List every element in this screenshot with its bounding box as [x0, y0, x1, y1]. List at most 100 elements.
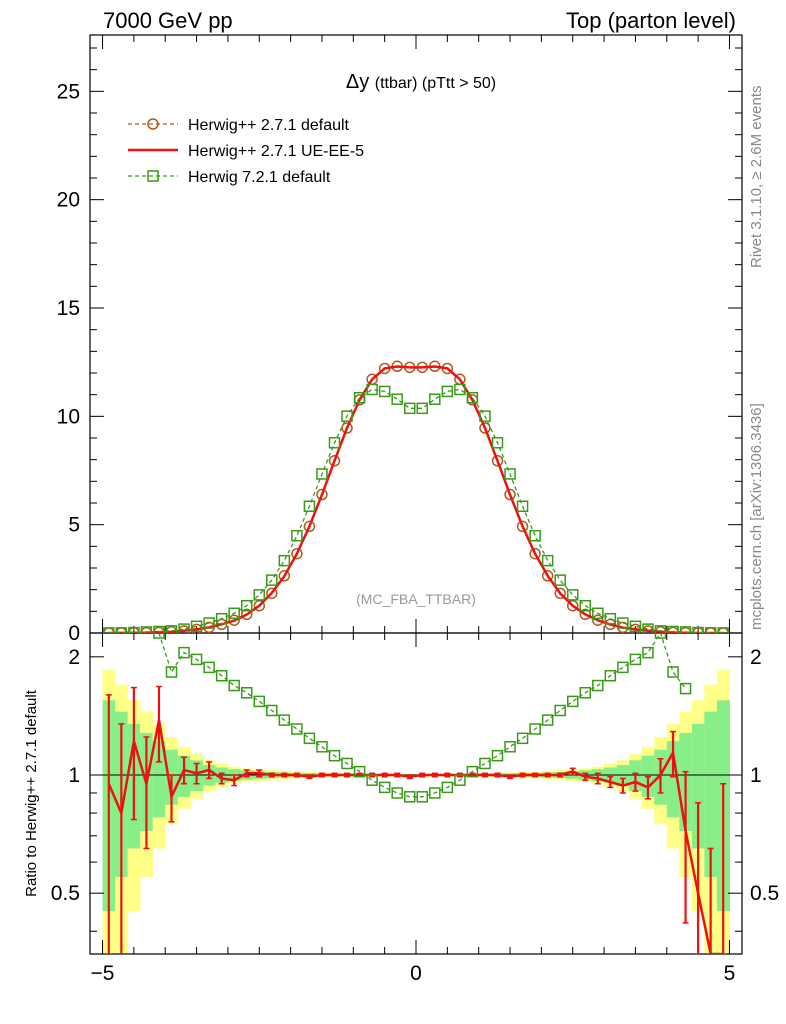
- data-point: [291, 547, 303, 560]
- x-tick-label: 0: [410, 962, 422, 985]
- data-point: [629, 620, 642, 633]
- data-point: [466, 765, 479, 778]
- y-tick-label: 10: [57, 405, 80, 428]
- data-point: [253, 599, 266, 612]
- data-point: [153, 625, 165, 633]
- y-tick-label: 20: [57, 189, 80, 212]
- ratio-series-2: [105, 685, 727, 954]
- y-tick-label: 15: [57, 297, 80, 320]
- data-point: [541, 554, 554, 567]
- data-point: [316, 468, 328, 480]
- data-point: [504, 468, 516, 480]
- data-point: [454, 774, 466, 786]
- data-point: [253, 695, 266, 708]
- data-point: [529, 529, 541, 542]
- data-point: [203, 617, 215, 629]
- ratio-bands: [102, 670, 730, 954]
- data-point: [303, 500, 316, 512]
- data-point: [541, 714, 554, 726]
- data-point: [328, 437, 341, 449]
- data-point: [554, 574, 566, 586]
- data-point: [529, 723, 541, 735]
- data-point: [128, 626, 140, 633]
- data-point: [316, 488, 328, 501]
- data-point: [416, 402, 429, 415]
- data-point: [165, 666, 178, 678]
- data-point: [165, 625, 178, 633]
- ratio-tick-label-left: 1: [68, 764, 80, 787]
- data-point: [579, 608, 592, 621]
- data-point: [679, 682, 692, 695]
- data-point: [541, 570, 554, 582]
- ratio-tick-label-right: 2: [750, 646, 762, 669]
- data-point: [228, 607, 240, 620]
- data-point: [704, 627, 717, 633]
- data-point: [441, 781, 454, 794]
- y-tick-label: 0: [68, 622, 80, 645]
- title-sub: (ttbar) (pTtt > 50): [375, 75, 496, 92]
- header-left: 7000 GeV pp: [103, 8, 233, 33]
- legend: Herwig++ 2.7.1 default Herwig++ 2.7.1 UE-…: [128, 117, 364, 186]
- ratio-line: [158, 633, 687, 798]
- data-point: [266, 704, 278, 717]
- data-point: [617, 617, 629, 629]
- data-point: [491, 437, 504, 449]
- data-point: [642, 646, 654, 659]
- data-point: [153, 633, 165, 639]
- data-point: [441, 385, 454, 398]
- data-point: [579, 687, 592, 699]
- data-point: [215, 669, 228, 682]
- data-point: [403, 791, 416, 803]
- data-point: [366, 774, 378, 786]
- data-point: [341, 410, 353, 422]
- data-point: [403, 402, 416, 415]
- ratio-tick-label-left: 0.5: [51, 882, 80, 905]
- data-point: [253, 589, 266, 601]
- data-point: [178, 646, 190, 659]
- data-point: [190, 620, 203, 633]
- data-point: [140, 626, 153, 633]
- ratio-tick-label-left: 2: [68, 646, 80, 669]
- data-point: [353, 765, 366, 778]
- data-point: [642, 623, 654, 633]
- data-point: [316, 741, 328, 753]
- data-point: [147, 170, 159, 182]
- data-point: [328, 749, 341, 762]
- data-point: [491, 749, 504, 762]
- data-point: [341, 757, 353, 770]
- data-point: [228, 679, 240, 692]
- band-inner-bin: [691, 723, 705, 849]
- data-point: [291, 723, 303, 735]
- data-point: [115, 627, 128, 633]
- data-point: [504, 488, 516, 501]
- data-point: [353, 391, 366, 404]
- watermark: (MC_FBA_TTBAR): [356, 591, 476, 607]
- ratio-series-3: [153, 633, 692, 803]
- data-point: [391, 393, 403, 405]
- data-point: [240, 687, 253, 699]
- title-main: Δy: [346, 71, 375, 93]
- data-point: [240, 608, 253, 621]
- data-point: [190, 653, 203, 666]
- legend-label: Herwig 7.2.1 default: [188, 169, 331, 186]
- data-point: [504, 741, 516, 753]
- legend-label: Herwig++ 2.7.1 default: [188, 117, 350, 134]
- data-point: [266, 587, 278, 600]
- y-tick-label: 5: [68, 514, 80, 537]
- data-point: [291, 529, 303, 542]
- data-point: [529, 547, 541, 560]
- series-3: [103, 383, 729, 633]
- data-point: [592, 679, 604, 692]
- data-point: [717, 627, 729, 633]
- data-point: [579, 599, 592, 612]
- main-series: [103, 360, 729, 633]
- data-point: [278, 714, 291, 726]
- data-point: [103, 627, 115, 633]
- legend-label: Herwig++ 2.7.1 UE-EE-5: [188, 143, 364, 160]
- data-point: [466, 391, 479, 404]
- data-point: [278, 570, 291, 582]
- data-point: [429, 393, 441, 405]
- data-point: [479, 410, 491, 422]
- data-point: [604, 669, 617, 682]
